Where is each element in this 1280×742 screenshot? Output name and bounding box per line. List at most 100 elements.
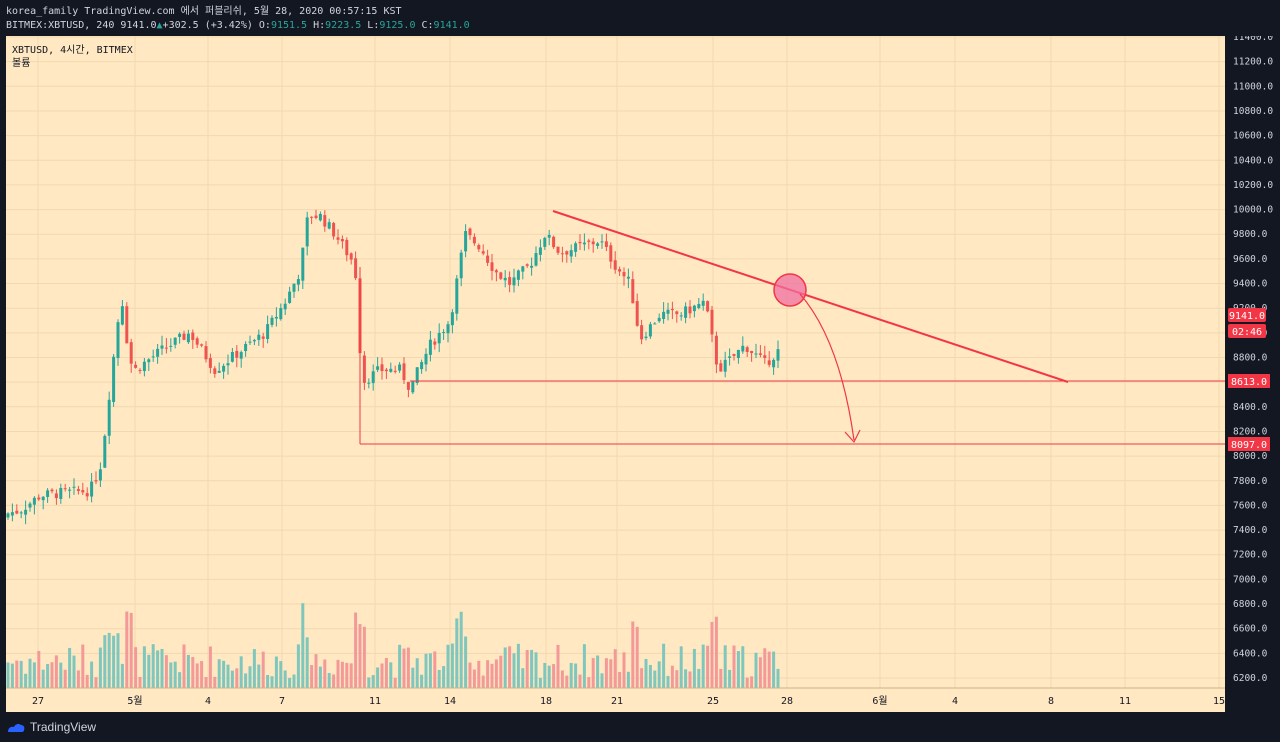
volume-bar [156, 650, 160, 688]
candle-body [107, 399, 111, 436]
candle-body [376, 366, 380, 370]
candle-body [547, 234, 551, 238]
volume-bar [706, 645, 710, 688]
volume-bar [279, 661, 283, 688]
candle-body [763, 355, 767, 359]
candle-body [37, 497, 41, 500]
candle-body [239, 352, 243, 359]
candle-body [468, 228, 472, 236]
candle-body [362, 355, 366, 383]
volume-bar [635, 626, 639, 688]
candle-body [569, 250, 573, 257]
candle-body [706, 301, 710, 312]
chart-canvas[interactable]: 11400.0 11200.0 11000.0 10800.0 10600.0 10400… [0, 32, 1280, 712]
candle-body [169, 345, 173, 347]
price-axis[interactable] [1225, 36, 1280, 688]
candle-body [248, 341, 252, 343]
candle-body [204, 346, 208, 360]
candle-body [367, 382, 371, 384]
time-axis-ticks: 27 5월 4 7 11 14 18 21 25 28 6월 4 8 11 15 [32, 695, 1225, 707]
volume-bar [750, 676, 754, 688]
chart-area[interactable]: 11400.0 11200.0 11000.0 10800.0 10600.0 10400… [0, 32, 1280, 712]
volume-bar [675, 670, 679, 688]
time-axis[interactable] [6, 688, 1225, 712]
price-tick: 6400.0 [1233, 648, 1268, 659]
candle-body [670, 308, 674, 311]
candle-body [402, 363, 406, 381]
trendline[interactable] [552, 210, 1069, 383]
candle-body [81, 490, 85, 493]
volume-bar [591, 658, 595, 688]
drawings[interactable] [359, 210, 1225, 445]
volume-bar [94, 677, 98, 688]
price-tick: 7200.0 [1233, 550, 1268, 561]
volume-bar [318, 666, 322, 688]
volume-bar [692, 648, 696, 688]
volume-bar [186, 654, 190, 688]
candle-body [534, 253, 538, 266]
volume-bar [354, 612, 358, 688]
candle-body [464, 231, 468, 252]
volume-bar [244, 673, 248, 688]
volume-bar [332, 674, 336, 688]
candle-body [626, 276, 630, 279]
volume-bar [257, 664, 261, 688]
price-tick: 6800.0 [1233, 599, 1268, 610]
volume-bar [376, 667, 380, 688]
highlight-circle[interactable] [773, 273, 807, 307]
low-label: L: [367, 20, 380, 31]
volume-bar [314, 654, 318, 688]
candle-body [208, 358, 212, 368]
candle-body [406, 381, 410, 390]
candle-body [697, 303, 701, 308]
volume-bar [508, 646, 512, 688]
level-2-value: 8097.0 [1231, 440, 1267, 451]
volume-bar [490, 663, 494, 688]
volume-bar [516, 643, 520, 688]
candle-body [191, 332, 195, 340]
time-tick: 18 [540, 696, 552, 707]
volume-bar [670, 665, 674, 688]
volume-bar [723, 645, 727, 688]
candle-body [552, 236, 556, 248]
volume-bar [600, 673, 604, 688]
publish-info: korea_family TradingView.com 에서 퍼블리쉬, 5월… [6, 6, 402, 17]
candle-body [15, 510, 19, 514]
candle-body [393, 370, 397, 372]
candle-body [389, 368, 393, 372]
candle-body [283, 303, 287, 310]
candle-body [147, 359, 151, 363]
candle-body [19, 512, 23, 514]
candle-body [266, 324, 270, 340]
candle-body [63, 488, 67, 490]
volume-bar [534, 652, 538, 688]
candle-body [340, 238, 344, 242]
price-tick: 8400.0 [1233, 402, 1268, 413]
candle-body [76, 489, 80, 491]
candle-body [477, 245, 481, 250]
candle-body [292, 283, 296, 292]
candle-body [459, 252, 463, 279]
volume-bar [19, 660, 23, 688]
candle-body [10, 512, 14, 516]
candle-body [710, 309, 714, 335]
candle-body [244, 343, 248, 352]
candle-body [270, 317, 274, 325]
candle-body [230, 352, 234, 362]
candle-body [142, 361, 146, 372]
candle-body [32, 497, 36, 505]
projection-arrow[interactable] [799, 293, 855, 441]
candle-body [85, 493, 89, 497]
tradingview-brand[interactable]: TradingView [6, 720, 96, 734]
volume-bar [398, 644, 402, 688]
candle-body [653, 323, 657, 325]
volume-bar [772, 651, 776, 688]
candle-body [662, 311, 666, 319]
volume-bar [631, 621, 635, 688]
volume-bar [50, 662, 54, 688]
candle-body [134, 364, 138, 368]
volume-bar [521, 668, 525, 688]
candle-body [754, 353, 758, 355]
volume-bar [543, 662, 547, 688]
volume-bar [450, 643, 454, 688]
